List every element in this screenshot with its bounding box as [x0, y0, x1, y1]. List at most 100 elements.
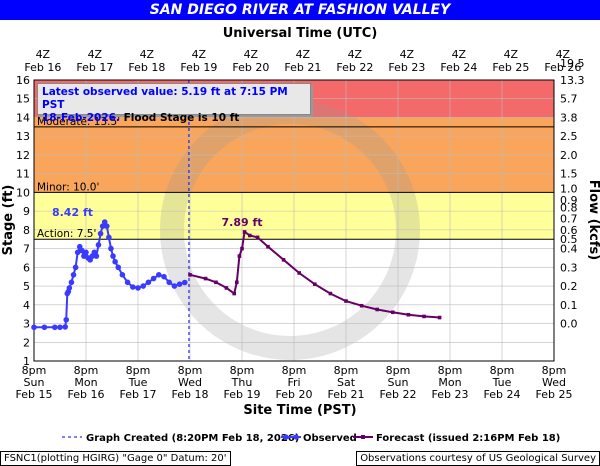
forecast-point: [188, 273, 192, 277]
legend-forecast-marker: [361, 435, 365, 439]
observed-point: [108, 245, 114, 252]
observed-point: [57, 324, 63, 331]
observed-point: [68, 279, 75, 286]
forecast-point: [313, 282, 317, 286]
forecast-point: [242, 230, 247, 234]
flow-tick-label: 0.0: [560, 318, 578, 331]
observed-point: [106, 234, 112, 241]
observed-point: [79, 247, 85, 254]
observed-point: [31, 324, 37, 331]
forecast-point: [232, 291, 236, 296]
pst-tick-hour: 8pm: [230, 364, 255, 377]
forecast-point: [328, 291, 333, 296]
forecast-point: [214, 280, 218, 285]
flow-tick-label: 1.0: [560, 183, 578, 196]
forecast-point: [255, 235, 260, 240]
pst-tick-day: Sun: [388, 376, 409, 389]
flow-tick-label: 0.8: [560, 201, 578, 214]
observed-point: [161, 273, 167, 280]
latest-observation-date: 18-Feb-2026.: [42, 112, 120, 124]
utc-tick-hour: 4Z: [400, 48, 415, 61]
y-tick-label: 13: [16, 130, 30, 143]
observed-point: [145, 279, 152, 286]
utc-tick-date: Feb 20: [232, 61, 269, 74]
pst-tick-date: Feb 15: [16, 388, 53, 401]
legend-forecast-label: Forecast (issued 2:16PM Feb 18): [376, 433, 560, 444]
y-tick-label: 12: [16, 149, 30, 162]
pst-tick-hour: 8pm: [490, 364, 515, 377]
observed-point: [130, 284, 136, 290]
utc-tick-hour: 4Z: [556, 48, 571, 61]
pst-tick-date: Feb 22: [380, 388, 417, 401]
forecast-point: [248, 233, 252, 238]
pst-tick-day: Wed: [542, 376, 566, 389]
forecast-point: [240, 246, 244, 251]
observed-point: [171, 283, 178, 289]
utc-tick-date: Feb 17: [76, 61, 113, 74]
pst-tick-hour: 8pm: [438, 364, 463, 377]
threshold-label-minor: Minor: 10.0': [37, 181, 99, 193]
pst-tick-hour: 8pm: [386, 364, 411, 377]
utc-tick-date: Feb 25: [492, 61, 529, 74]
pst-tick-hour: 8pm: [178, 364, 203, 377]
pst-tick-day: Mon: [438, 376, 461, 389]
flow-tick-label: 2.0: [560, 149, 578, 162]
top-axis-title: Universal Time (UTC): [223, 26, 378, 41]
utc-tick-date: Feb 26: [544, 61, 581, 74]
pst-tick-date: Feb 19: [224, 388, 261, 401]
flow-tick-label: 0.6: [560, 224, 578, 237]
utc-tick-hour: 4Z: [244, 48, 259, 61]
pst-tick-day: Fri: [287, 376, 300, 389]
observed-peak-label: 8.42 ft: [52, 206, 93, 219]
y-tick-label: 4: [23, 299, 30, 312]
flow-tick-label: 19.5: [560, 57, 585, 70]
flow-tick-label: 0.4: [560, 243, 578, 256]
forecast-point: [235, 280, 239, 285]
utc-tick-date: Feb 18: [128, 61, 165, 74]
y-tick-label: 14: [16, 111, 30, 124]
utc-tick-hour: 4Z: [140, 48, 155, 61]
observed-point: [119, 272, 126, 278]
observed-point: [101, 219, 108, 225]
observed-point: [115, 264, 122, 271]
flood-stage-text: Flood Stage is 10 ft: [119, 112, 240, 124]
y-tick-label: 7: [23, 243, 30, 256]
flow-tick-label: 1.5: [560, 168, 578, 181]
forecast-point: [391, 310, 395, 315]
pst-tick-day: Sat: [337, 376, 356, 389]
footer-datum: FSNC1(plotting HGIRG) "Gage 0" Datum: 20…: [0, 451, 231, 466]
flow-tick-label: 0.7: [560, 213, 578, 226]
y-tick-label: 9: [23, 205, 30, 218]
observed-point: [62, 324, 68, 330]
observed-point: [63, 316, 70, 323]
y-tick-label: 3: [23, 318, 30, 331]
forecast-point: [437, 315, 442, 320]
pst-tick-date: Feb 23: [432, 388, 469, 401]
pst-tick-day: Tue: [492, 376, 512, 389]
flow-tick-label: 13.3: [560, 74, 585, 87]
utc-tick-hour: 4Z: [36, 48, 51, 61]
y-tick-label: 1: [23, 355, 30, 368]
flow-tick-label: 0.3: [560, 261, 578, 274]
footer-credit: Observations courtesy of US Geological S…: [356, 451, 600, 466]
utc-tick-hour: 4Z: [504, 48, 519, 61]
forecast-point: [266, 244, 270, 249]
flow-tick-label: 2.5: [560, 130, 578, 143]
utc-tick-hour: 4Z: [348, 48, 363, 61]
y-tick-label: 6: [23, 261, 30, 274]
observed-point: [72, 264, 79, 271]
observed-point: [41, 324, 48, 331]
y-tick-label: 8: [23, 224, 30, 237]
y-tick-label: 15: [16, 93, 30, 106]
chart-title: SAN DIEGO RIVER AT FASHION VALLEY: [0, 0, 600, 20]
pst-tick-date: Feb 21: [328, 388, 365, 401]
pst-tick-day: Mon: [74, 376, 97, 389]
observed-point: [83, 249, 89, 256]
forecast-point: [281, 258, 286, 262]
flow-tick-label: 0.1: [560, 299, 578, 312]
pst-tick-date: Feb 25: [536, 388, 573, 401]
pst-tick-day: Wed: [178, 376, 202, 389]
pst-tick-day: Tue: [128, 376, 148, 389]
utc-tick-hour: 4Z: [452, 48, 467, 61]
observed-point: [135, 285, 141, 291]
